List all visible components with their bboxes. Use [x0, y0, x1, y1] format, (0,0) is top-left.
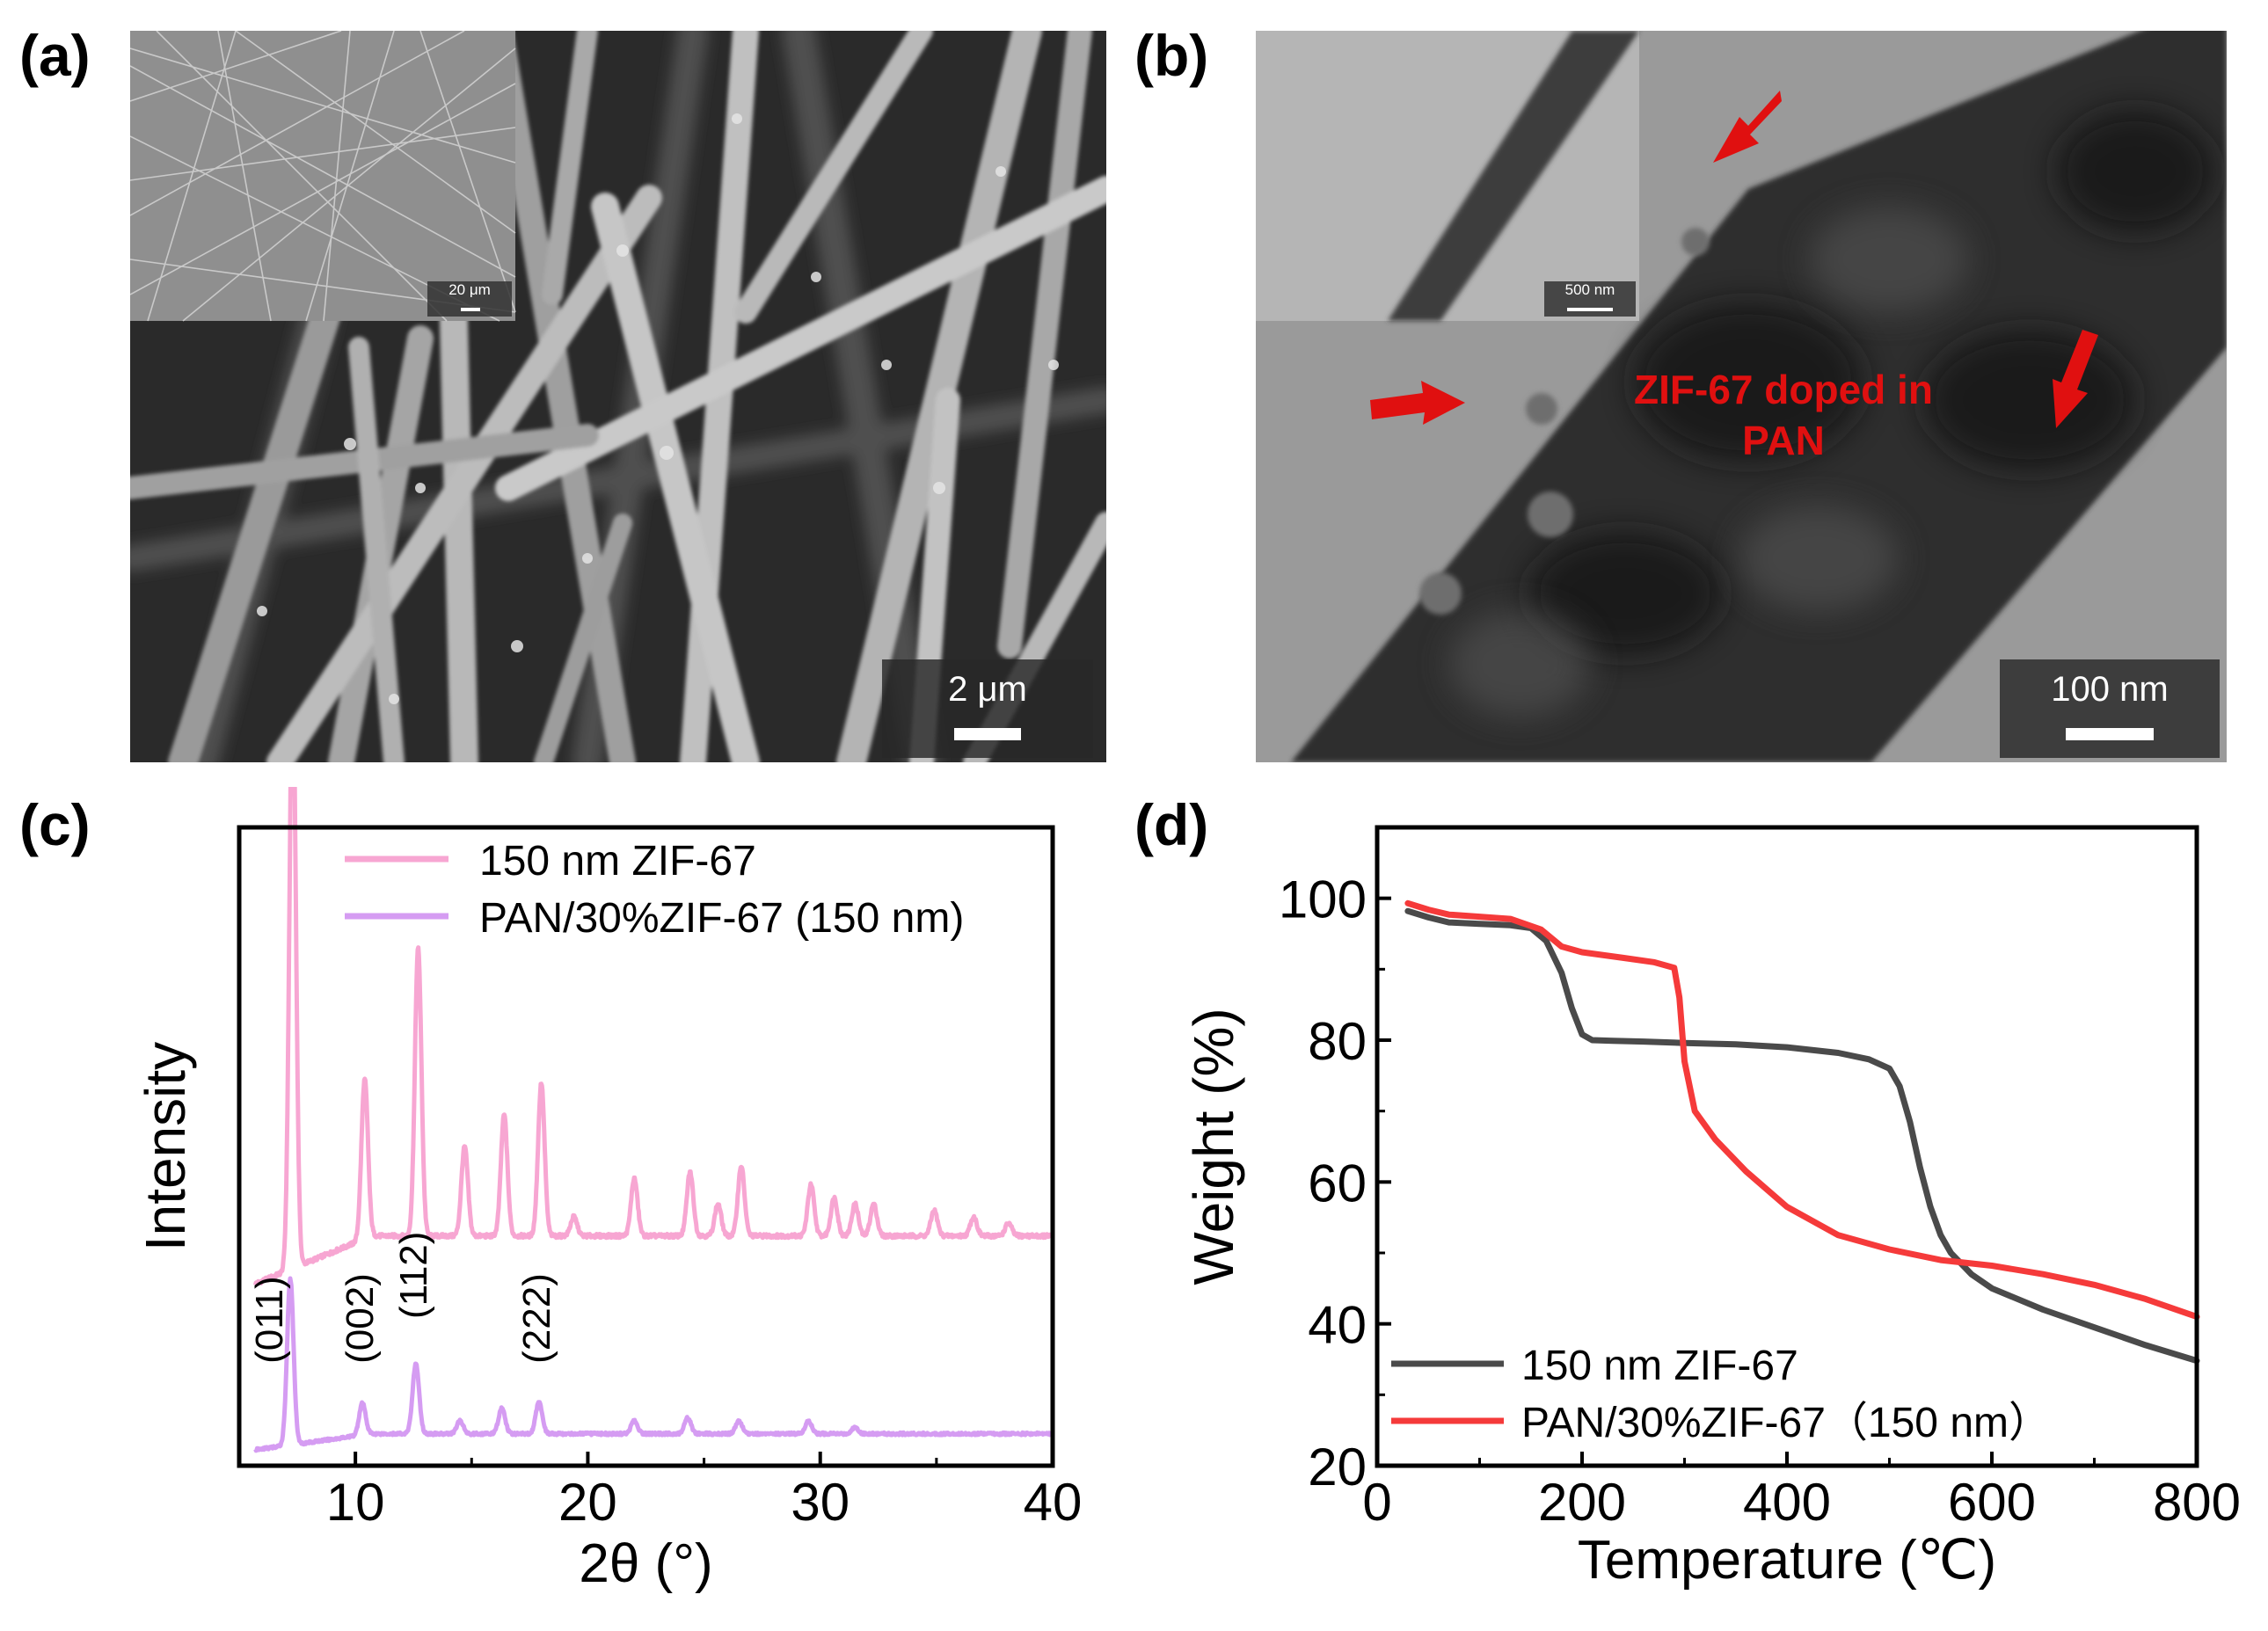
sem-inset [130, 31, 516, 322]
tem-inset [1256, 31, 1639, 321]
sem-inset-scale-bar: 20 μm [427, 281, 512, 317]
panel-label-c: (c) [19, 792, 91, 857]
tga-y-tick-label: 40 [1308, 1296, 1367, 1355]
tga-y-tick-label: 80 [1308, 1012, 1367, 1071]
panel-label-b: (b) [1134, 23, 1209, 88]
panel-label-d: (d) [1134, 792, 1209, 857]
xrd-peak-index-label: (011) [248, 1276, 291, 1363]
tga-x-tick-label: 0 [1362, 1473, 1391, 1532]
sem-inset-scale-label: 20 μm [448, 281, 491, 298]
tga-x-tick-label: 200 [1538, 1473, 1626, 1532]
xrd-series-line [253, 787, 1055, 1286]
tem-scale-line [2066, 728, 2154, 740]
tga-y-axis-label: Weight (%) [1182, 1008, 1245, 1285]
tga-chart: 0 200 400 600 800 20 40 60 80 100 Temperature (℃) W… [1182, 825, 2241, 1591]
tga-series-line [1404, 899, 2200, 1321]
tga-x-tick-label: 800 [2153, 1473, 2241, 1532]
tem-scale-label: 100 nm [2051, 670, 2169, 709]
xrd-x-tick-label: 10 [326, 1473, 385, 1532]
xrd-legend-label: PAN/30%ZIF-67 (150 nm) [479, 895, 964, 942]
arrow-top-icon [1713, 91, 1782, 163]
tga-legend-label: PAN/30%ZIF-67（150 nm） [1521, 1400, 2051, 1446]
sem-scale-label: 2 μm [948, 670, 1027, 709]
sem-micrograph: 20 μm 2 μm [130, 31, 1106, 762]
tem-scale-bar: 100 nm [2000, 659, 2220, 758]
tem-inset-scale-bar: 500 nm [1544, 281, 1636, 317]
tga-x-tick-label: 600 [1948, 1473, 2036, 1532]
sem-inset-scale-line [461, 308, 480, 311]
xrd-peak-index-label: (222) [515, 1273, 558, 1364]
panel-label-a: (a) [19, 23, 91, 88]
tga-legend-label: 150 nm ZIF-67 [1521, 1343, 1798, 1389]
xrd-y-axis-label: Intensity [134, 1042, 197, 1251]
tem-inset-scale-line [1567, 308, 1613, 311]
xrd-chart: 10 20 30 40 2θ (°) Intensity 150 nm ZIF-67 PAN/… [134, 787, 1083, 1594]
arrow-right-icon [2053, 330, 2098, 428]
xrd-x-axis-label: 2θ (°) [579, 1533, 712, 1594]
xrd-x-tick-label: 30 [791, 1473, 850, 1532]
xrd-legend-label: 150 nm ZIF-67 [479, 838, 756, 885]
tem-inset-scale-label: 500 nm [1564, 281, 1615, 298]
tem-annotation-line2: PAN [1742, 417, 1825, 463]
xrd-x-tick-label: 40 [1024, 1473, 1083, 1532]
xrd-peak-index-label: (002) [339, 1273, 382, 1364]
tga-y-tick-label: 20 [1308, 1438, 1367, 1496]
tga-series-line [1404, 907, 2200, 1365]
tem-annotation-line1: ZIF-67 doped in [1634, 367, 1933, 412]
tem-micrograph: 500 nm 100 nm ZIF-67 doped in PAN [1256, 31, 2227, 762]
sem-fiber-image [130, 31, 1106, 762]
xrd-peak-index-label: (112) [392, 1232, 435, 1319]
tem-arrows [1370, 91, 2098, 428]
sem-scale-line [954, 728, 1021, 740]
tga-x-tick-label: 400 [1743, 1473, 1831, 1532]
tga-y-tick-label: 100 [1279, 870, 1367, 929]
sem-scale-bar: 2 μm [882, 659, 1093, 758]
tem-annotation: ZIF-67 doped in PAN [1581, 365, 1986, 466]
xrd-x-tick-label: 20 [558, 1473, 617, 1532]
tga-x-axis-label: Temperature (℃) [1578, 1530, 1996, 1591]
tga-y-tick-label: 60 [1308, 1154, 1367, 1212]
arrow-left-icon [1370, 381, 1465, 425]
tem-fiber-image [1256, 31, 2227, 762]
xrd-series-line [253, 1276, 1054, 1453]
xrd-plot-frame [237, 825, 1055, 1468]
